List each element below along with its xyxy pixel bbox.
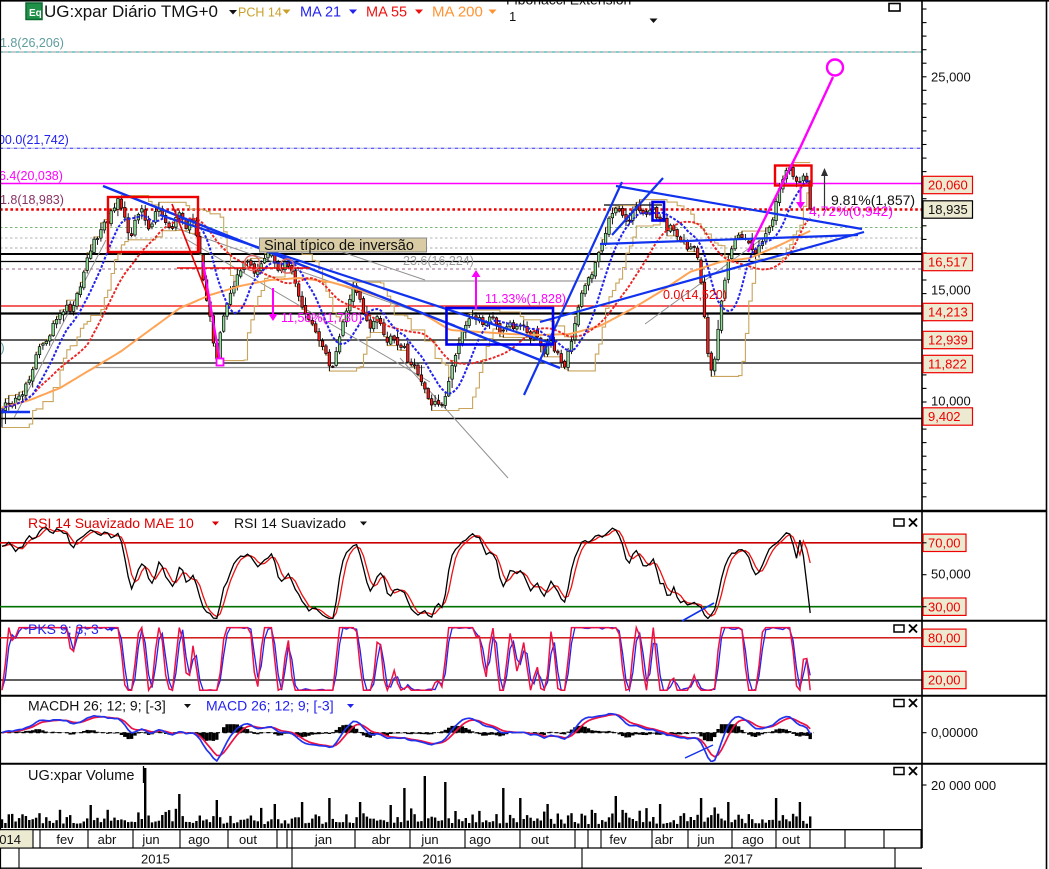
svg-text:ago: ago [742, 832, 764, 847]
svg-text:RSI 14 Suavizado MAE 10: RSI 14 Suavizado MAE 10 [28, 515, 194, 531]
svg-text:4,72%(0,942): 4,72%(0,942) [809, 203, 893, 219]
svg-text:PKS 9; 3; 3: PKS 9; 3; 3 [28, 621, 99, 637]
svg-text:MA 200: MA 200 [432, 4, 483, 21]
svg-text:fev: fev [56, 832, 74, 847]
svg-text:16,517: 16,517 [928, 255, 968, 270]
svg-text:0.0(14,520): 0.0(14,520) [663, 288, 727, 302]
svg-text:100.0(21,742): 100.0(21,742) [0, 133, 69, 147]
svg-text:18,935: 18,935 [928, 202, 968, 217]
svg-text:ago: ago [188, 832, 210, 847]
svg-text:UG:xpar Diário TMG+0: UG:xpar Diário TMG+0 [44, 2, 218, 21]
svg-text:11.33%(1,828): 11.33%(1,828) [485, 292, 566, 306]
svg-text:61.8(26,206): 61.8(26,206) [0, 36, 64, 50]
svg-text:11,58%(1,730): 11,58%(1,730) [281, 311, 362, 325]
svg-text:25,000: 25,000 [931, 70, 971, 85]
svg-text:MA 21: MA 21 [300, 5, 341, 21]
svg-text:out: out [782, 832, 800, 847]
svg-text:Eq: Eq [29, 8, 42, 19]
svg-text:ago: ago [469, 832, 491, 847]
svg-text:20,00: 20,00 [928, 673, 961, 688]
svg-text:jan: jan [314, 832, 332, 847]
svg-text:10,000: 10,000 [931, 394, 971, 409]
svg-text:MACDH 26; 12; 9; [-3]: MACDH 26; 12; 9; [-3] [28, 698, 166, 714]
svg-text:jun: jun [141, 832, 159, 847]
svg-text:11,822: 11,822 [928, 357, 967, 372]
svg-text:2017: 2017 [724, 852, 753, 867]
svg-text:PCH 14: PCH 14 [238, 6, 282, 20]
svg-text:RSI 14 Suavizado: RSI 14 Suavizado [234, 515, 346, 531]
svg-text:9,402: 9,402 [928, 409, 961, 424]
svg-text:50,000: 50,000 [931, 567, 971, 582]
svg-text:70,00: 70,00 [928, 535, 961, 550]
svg-text:12,939: 12,939 [928, 333, 968, 348]
svg-text:MA 55: MA 55 [366, 5, 407, 21]
svg-text:20,060: 20,060 [928, 178, 968, 193]
svg-text:): ) [1, 341, 5, 355]
svg-text:15,000: 15,000 [931, 283, 971, 298]
svg-text:0,00000: 0,00000 [931, 725, 978, 740]
svg-text:1: 1 [509, 9, 516, 24]
svg-text:out: out [531, 832, 549, 847]
svg-text:jun: jun [696, 832, 714, 847]
svg-text:Sinal típico de inversão: Sinal típico de inversão [264, 238, 414, 254]
svg-text:80,00: 80,00 [928, 630, 961, 645]
svg-text:UG:xpar Volume: UG:xpar Volume [28, 768, 134, 784]
svg-text:abr: abr [98, 832, 117, 847]
svg-text:9.81%(1,857): 9.81%(1,857) [831, 192, 915, 208]
svg-text:2015: 2015 [141, 852, 170, 867]
svg-text:61.8(18,983): 61.8(18,983) [0, 193, 64, 207]
svg-text:2016: 2016 [423, 852, 452, 867]
svg-text:14,213: 14,213 [928, 305, 968, 320]
svg-text:jun: jun [420, 832, 438, 847]
svg-text:30,00: 30,00 [928, 599, 961, 614]
svg-text:2014: 2014 [0, 832, 21, 847]
svg-text:abr: abr [655, 832, 674, 847]
svg-text:76.4(20,038): 76.4(20,038) [0, 169, 63, 183]
svg-text:out: out [239, 832, 257, 847]
svg-text:abr: abr [372, 832, 391, 847]
svg-text:fev: fev [609, 832, 627, 847]
svg-text:Fibonacci Extension: Fibonacci Extension [506, 0, 631, 8]
svg-text:MACD 26; 12; 9; [-3]: MACD 26; 12; 9; [-3] [206, 698, 334, 714]
svg-text:23.6(16,224): 23.6(16,224) [403, 254, 474, 268]
svg-text:20 000 000: 20 000 000 [931, 778, 996, 793]
